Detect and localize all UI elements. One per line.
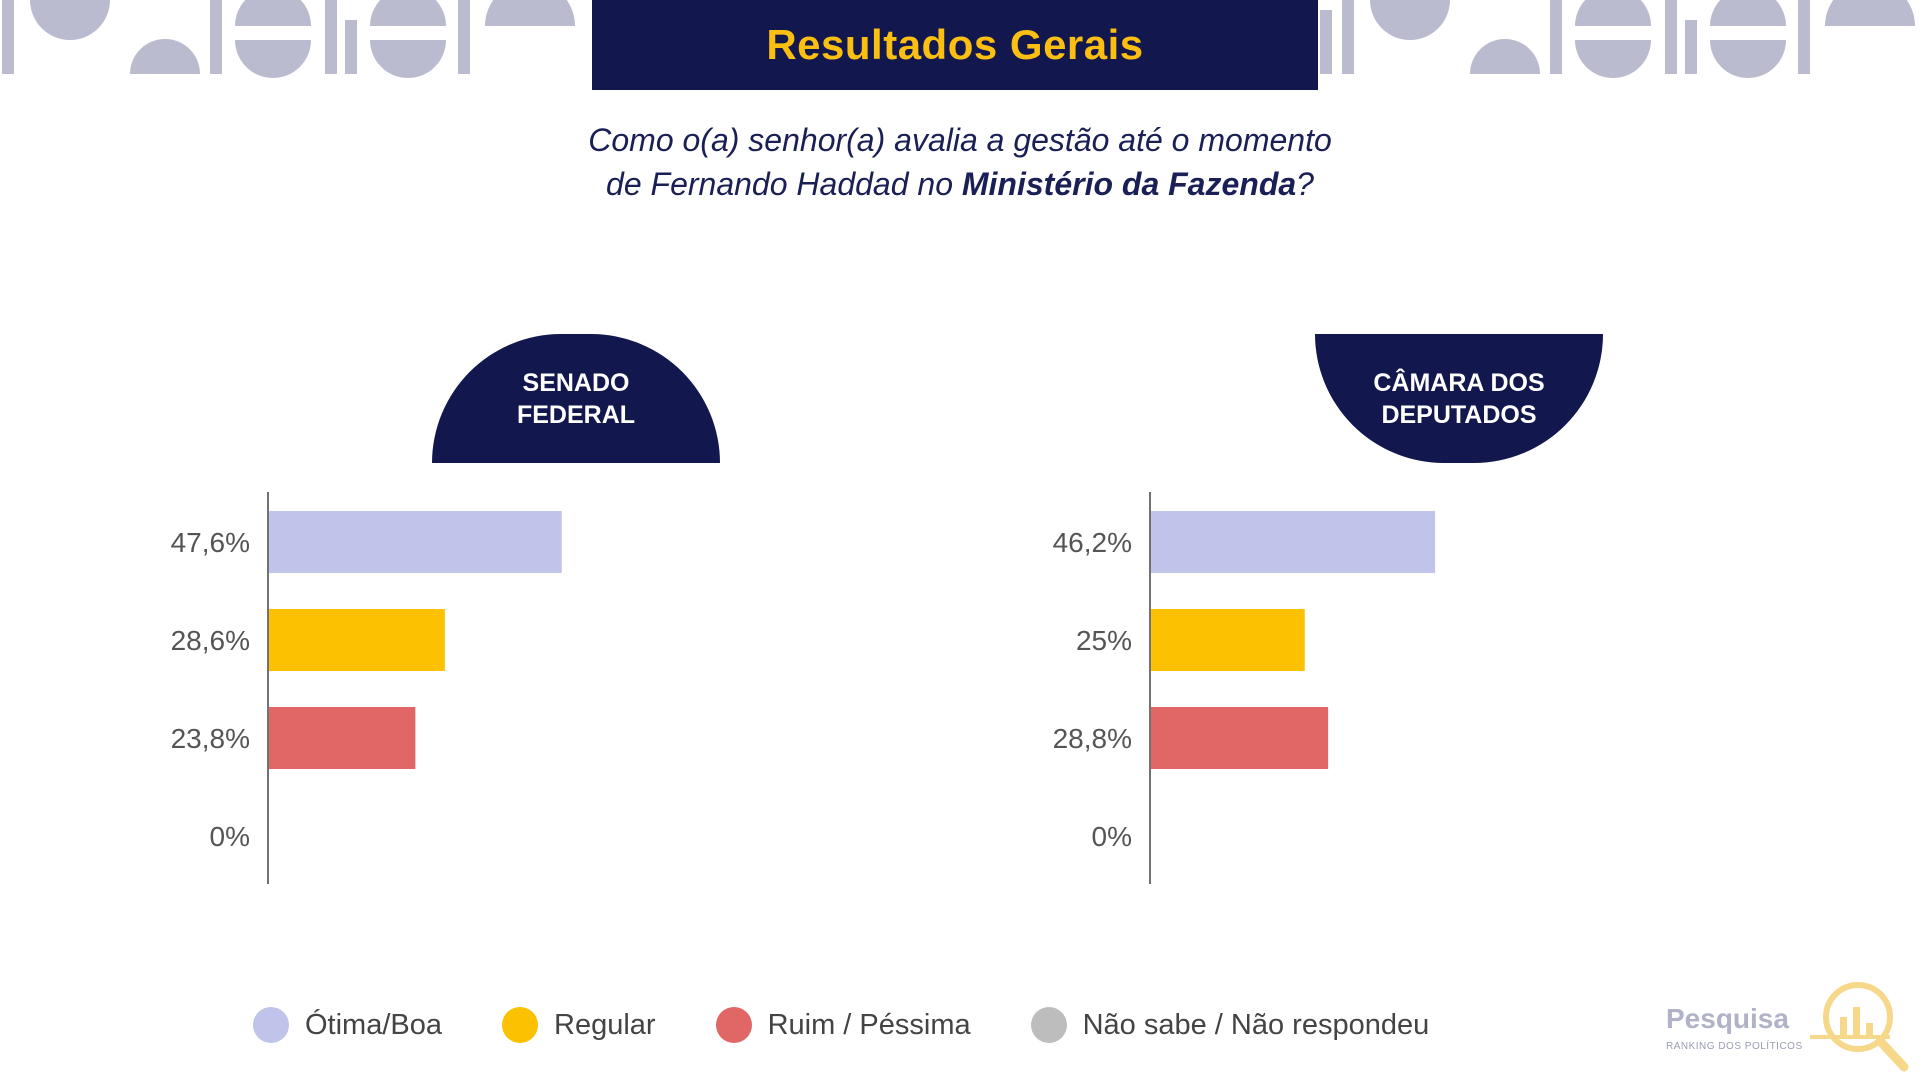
bar-2 — [1151, 707, 1329, 769]
bar-charts: 47,6% 28,6% 23,8% 0% 46,2% 25% 28,8% 0% — [171, 492, 1436, 884]
pesquisa-logo: Pesquisa RANKING DOS POLÍTICOS — [1660, 975, 1910, 1075]
chart-legend: Ótima/Boa Regular Ruim / Péssima Não sabe /… — [253, 1000, 1489, 1050]
chart-title-senado-line-2: FEDERAL — [516, 400, 636, 429]
value-label-2: 28,8% — [1053, 723, 1132, 754]
question-line-2-start: de Fernando Haddad no — [606, 166, 962, 202]
decoration-block — [2, 0, 575, 78]
question-line-2-emphasis: Ministério da Fazenda — [961, 166, 1297, 202]
legend-label: Ótima/Boa — [305, 1008, 442, 1041]
value-label-3: 0% — [1092, 821, 1132, 852]
bar-1 — [269, 609, 445, 671]
survey-question: Como o(a) senhor(a) avalia a gestão até … — [0, 118, 1920, 206]
legend-item: Ótima/Boa — [253, 1007, 442, 1043]
legend-label: Ruim / Péssima — [767, 1008, 971, 1041]
logo-subtitle: RANKING DOS POLÍTICOS — [1666, 1041, 1803, 1052]
page-title: Resultados Gerais — [766, 21, 1144, 68]
legend-item: Ruim / Péssima — [715, 1007, 971, 1043]
value-label-1: 25% — [1076, 625, 1132, 656]
magnifier-icon — [1810, 982, 1909, 1072]
question-line-1: Como o(a) senhor(a) avalia a gestão até … — [588, 122, 1332, 158]
chart-0: 47,6% 28,6% 23,8% 0% — [171, 492, 562, 884]
decoration-block — [1320, 0, 1915, 78]
legend-item: Não sabe / Não respondeu — [1030, 1007, 1430, 1043]
question-line-2: de Fernando Haddad no Ministério da Faze… — [0, 162, 1920, 206]
logo-word: Pesquisa — [1666, 1003, 1789, 1034]
value-label-1: 28,6% — [171, 625, 250, 656]
chart-title-senado-line-1: SENADO — [522, 368, 630, 397]
bar-2 — [269, 707, 416, 769]
header-decoration — [2, 0, 1915, 78]
legend-label: Não sabe / Não respondeu — [1082, 1008, 1430, 1041]
title-banner: Resultados Gerais — [592, 0, 1318, 90]
legend-swatch — [253, 1007, 289, 1043]
chart-title-senado: SENADO FEDERAL — [432, 334, 720, 463]
chart-title-camara-line-1: CÂMARA DOS — [1373, 368, 1545, 397]
chart-title-camara: CÂMARA DOS DEPUTADOS — [1315, 334, 1603, 463]
value-label-3: 0% — [210, 821, 250, 852]
bar-1 — [1151, 609, 1305, 671]
legend-swatch — [715, 1007, 752, 1043]
question-line-2-end: ? — [1296, 166, 1314, 202]
legend-label: Regular — [554, 1008, 656, 1041]
bar-0 — [269, 511, 562, 573]
legend-item: Regular — [502, 1007, 656, 1043]
legend-swatch — [1030, 1007, 1067, 1043]
value-label-2: 23,8% — [171, 723, 250, 754]
value-label-0: 46,2% — [1053, 527, 1132, 558]
chart-title-camara-line-2: DEPUTADOS — [1381, 400, 1537, 429]
bar-0 — [1151, 511, 1436, 573]
legend-swatch — [502, 1007, 538, 1043]
chart-1: 46,2% 25% 28,8% 0% — [1053, 492, 1436, 884]
value-label-0: 47,6% — [171, 527, 250, 558]
